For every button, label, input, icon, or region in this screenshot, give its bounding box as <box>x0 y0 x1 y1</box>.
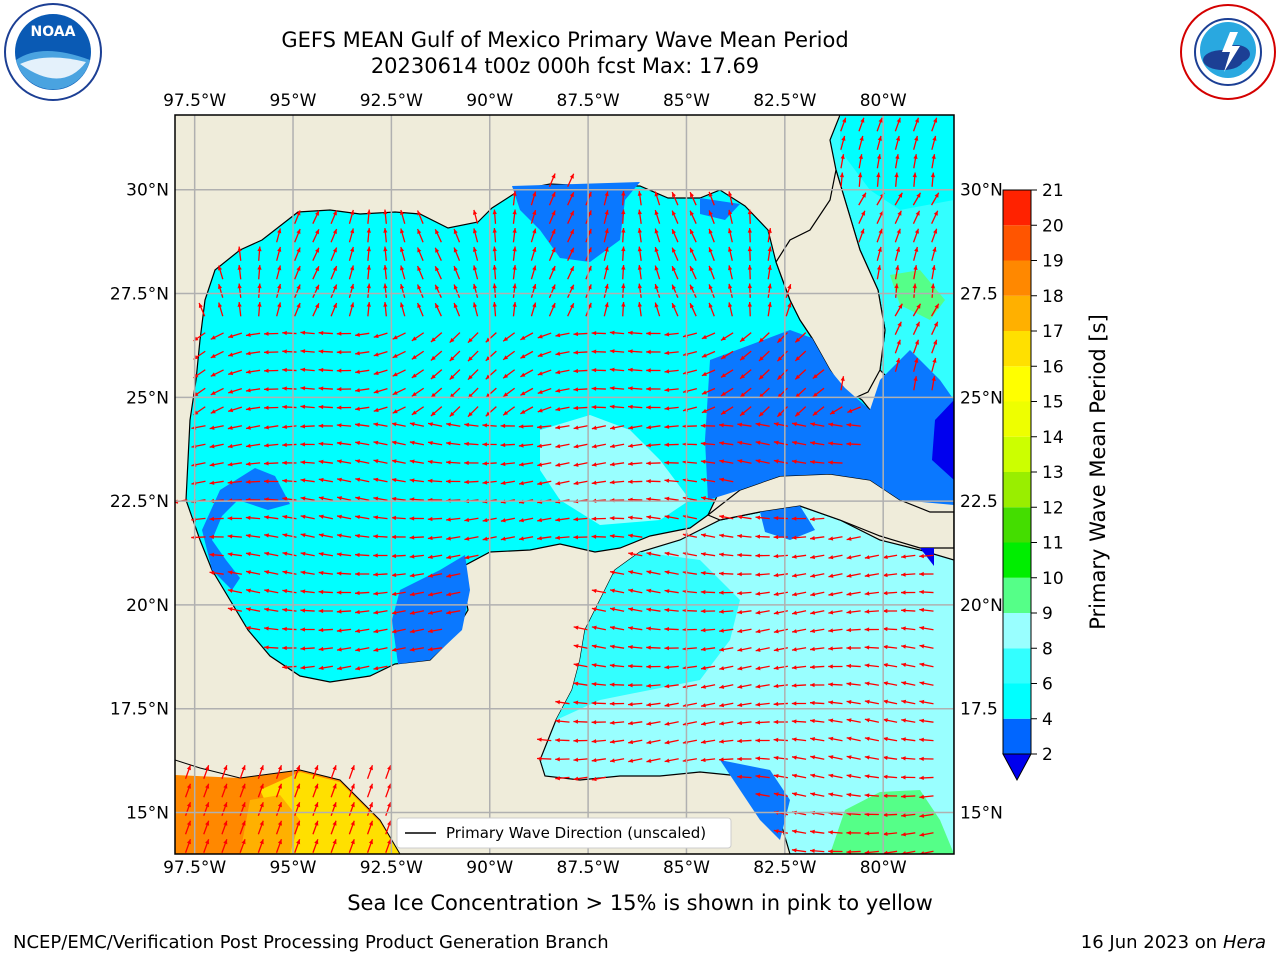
lat-tick-label-right: 17.5 <box>960 700 998 720</box>
lon-tick-label: 90°W <box>466 858 513 878</box>
lat-tick-label-left: 22.5°N <box>110 492 169 512</box>
map-legend: Primary Wave Direction (unscaled) <box>396 817 732 849</box>
wave-direction-arrows <box>175 117 940 854</box>
lat-tick-label-left: 27.5°N <box>110 285 169 305</box>
sea-ice-note: Sea Ice Concentration > 15% is shown in … <box>347 891 933 915</box>
lat-tick-label-left: 20°N <box>126 596 169 616</box>
lat-tick-label-right: 27.5 <box>960 285 998 305</box>
nws-logo <box>1180 4 1276 100</box>
map-frame <box>174 114 955 855</box>
noaa-logo: NOAA <box>4 3 102 101</box>
lon-tick-label: 82.5°W <box>753 858 816 878</box>
lon-tick-label: 87.5°W <box>557 91 620 111</box>
title-line-1: GEFS MEAN Gulf of Mexico Primary Wave Me… <box>281 28 849 52</box>
lat-tick-label-right: 15°N <box>960 803 1003 823</box>
lat-tick-label-right: 20°N <box>960 596 1003 616</box>
lon-tick-label: 95°W <box>270 858 317 878</box>
lat-tick-label-left: 30°N <box>126 181 169 201</box>
noaa-logo-text: NOAA <box>31 24 76 40</box>
lon-tick-label: 97.5°W <box>163 858 226 878</box>
title-line-2: 20230614 t00z 000h fcst Max: 17.69 <box>370 54 760 78</box>
lon-tick-label: 87.5°W <box>557 858 620 878</box>
lon-tick-label: 97.5°W <box>163 91 226 111</box>
lat-tick-label-left: 25°N <box>126 388 169 408</box>
lon-tick-label: 95°W <box>270 91 317 111</box>
map-gridlines <box>175 115 954 854</box>
lon-tick-label: 90°W <box>466 91 513 111</box>
chart-title: GEFS MEAN Gulf of Mexico Primary Wave Me… <box>180 27 950 79</box>
lon-tick-label: 85°W <box>663 91 710 111</box>
lat-tick-label-right: 22.5 <box>960 492 998 512</box>
lat-tick-label-left: 17.5°N <box>110 700 169 720</box>
lon-tick-label: 92.5°W <box>360 91 423 111</box>
legend-label: Primary Wave Direction (unscaled) <box>446 824 706 842</box>
lon-tick-label: 85°W <box>663 858 710 878</box>
footer-date: 16 Jun 2023 on Hera <box>1081 932 1266 953</box>
lat-tick-label-left: 15°N <box>126 803 169 823</box>
lat-tick-label-right: 25°N <box>960 388 1003 408</box>
footer-credit: NCEP/EMC/Verification Post Processing Pr… <box>13 932 609 953</box>
lon-tick-label: 92.5°W <box>360 858 423 878</box>
florida <box>775 169 886 401</box>
lon-tick-label: 82.5°W <box>753 91 816 111</box>
footer-date-text: 16 Jun 2023 on <box>1080 932 1218 953</box>
footer-host: Hera <box>1222 932 1266 953</box>
lon-tick-label: 80°W <box>860 91 907 111</box>
lat-tick-label-right: 30°N <box>960 181 1003 201</box>
lon-tick-label: 80°W <box>860 858 907 878</box>
map-tick-labels: 97.5°W 97.5°W 95°W 95°W 92.5°W 92.5°W 90°W 90°W… <box>110 91 1003 878</box>
